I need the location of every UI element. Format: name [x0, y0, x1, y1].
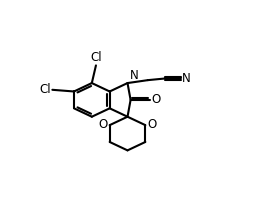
Text: O: O [151, 93, 160, 106]
Text: O: O [98, 118, 108, 131]
Text: N: N [182, 72, 191, 85]
Text: Cl: Cl [90, 51, 102, 64]
Text: Cl: Cl [39, 83, 51, 96]
Text: N: N [130, 69, 138, 82]
Text: O: O [147, 118, 157, 131]
